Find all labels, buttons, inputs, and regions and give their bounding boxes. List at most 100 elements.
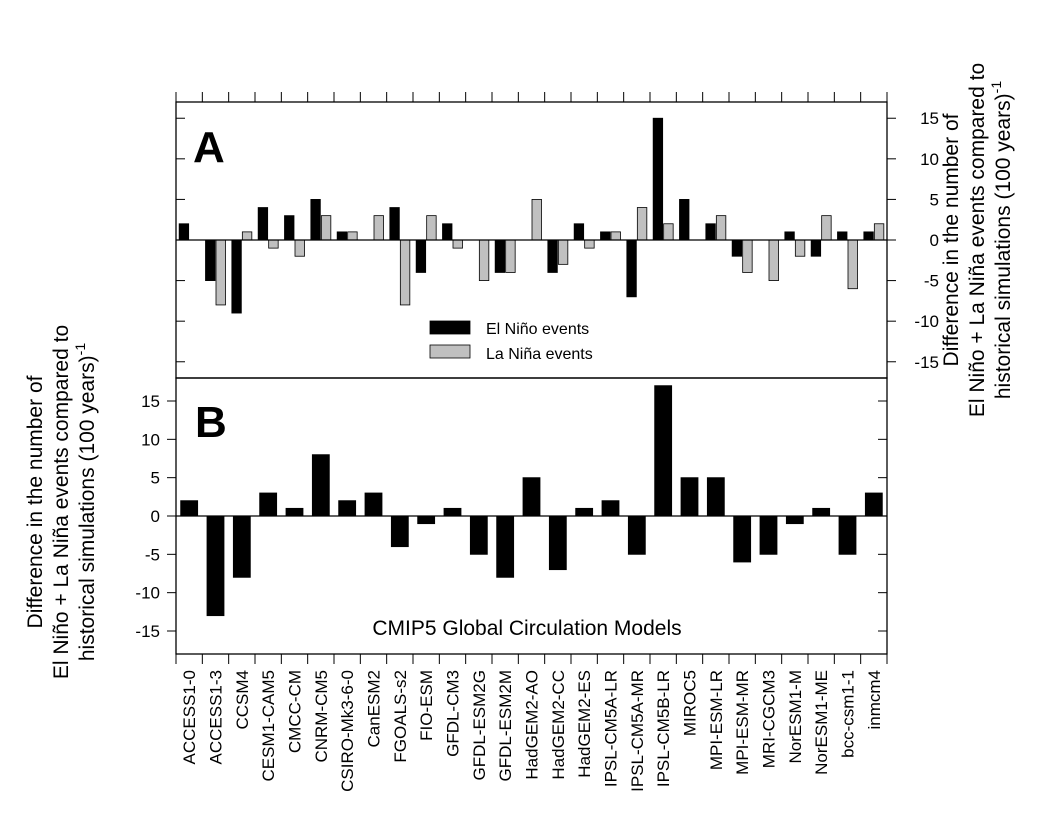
bar-a-la-ni-a-events-gfdl-esm2m — [505, 239, 516, 273]
bar-a-la-ni-a-events-gfdl-cm3 — [452, 239, 463, 249]
bar-b-ipsl-cm5a-lr — [601, 500, 620, 517]
x-tick-label-fio-esm: FIO-ESM — [417, 670, 436, 741]
bar-a-la-ni-a-events-bcc-csm1-1 — [847, 239, 858, 290]
bar-a-la-ni-a-events-access1-3 — [215, 239, 226, 306]
bar-b-cesm1-cam5 — [259, 492, 278, 517]
x-tick-label-ipsl-cm5b-lr: IPSL-CM5B-LR — [654, 670, 673, 787]
bar-a-la-ni-a-events-ccsm4 — [241, 231, 253, 241]
bar-a-el-ni-o-events-mpi-esm-lr — [705, 223, 716, 241]
bar-b-csiro-mk3-6-0 — [338, 500, 357, 517]
x-tick-label-csiro-mk3-6-0: CSIRO-Mk3-6-0 — [338, 670, 357, 792]
bar-b-noresm1-m — [785, 515, 804, 525]
x-tick-label-hadgem2-cc: HadGEM2-CC — [549, 670, 568, 780]
bar-b-noresm1-me — [812, 507, 831, 517]
panel-b-ytick-label: -10 — [135, 584, 160, 603]
x-tick-label-canesm2: CanESM2 — [365, 670, 384, 747]
bar-a-la-ni-a-events-hadgem2-cc — [557, 239, 569, 265]
bar-a-la-ni-a-events-ipsl-cm5a-lr — [610, 231, 621, 241]
bar-a-el-ni-o-events-cesm1-cam5 — [257, 207, 269, 241]
bar-a-el-ni-o-events-ccsm4 — [231, 239, 242, 314]
x-tick-label-gfdl-cm3: GFDL-CM3 — [444, 670, 463, 757]
bar-b-fio-esm — [417, 515, 436, 525]
bar-a-la-ni-a-events-ipsl-cm5b-lr — [663, 223, 674, 241]
panel-b-ytick-label: 5 — [151, 469, 160, 488]
x-tick-label-gfdl-esm2g: GFDL-ESM2G — [470, 670, 489, 781]
bar-a-la-ni-a-events-canesm2 — [373, 215, 384, 241]
bar-a-el-ni-o-events-fio-esm — [415, 239, 427, 273]
bar-b-ipsl-cm5b-lr — [654, 385, 673, 517]
bar-a-la-ni-a-events-noresm1-me — [821, 215, 832, 241]
bar-a-el-ni-o-events-access1-0 — [178, 223, 190, 241]
panel-b-annotation: CMIP5 Global Circulation Models — [372, 617, 681, 640]
panel-b-ticks: -15 -10 -5 0 5 10 15 — [135, 392, 888, 664]
panel-b-letter: B — [195, 398, 227, 447]
panel-a-ytick-label: 5 — [930, 190, 939, 209]
bar-a-la-ni-a-events-inmcm4 — [873, 223, 885, 241]
x-tick-label-cmcc-cm: CMCC-CM — [286, 670, 305, 753]
panel-a-bars — [176, 117, 887, 314]
bar-a-el-ni-o-events-inmcm4 — [863, 231, 874, 241]
bar-b-gfdl-cm3 — [443, 507, 462, 517]
bar-a-la-ni-a-events-cnrm-cm5 — [320, 215, 332, 241]
bar-a-el-ni-o-events-csiro-mk3-6-0 — [336, 231, 348, 241]
bar-b-hadgem2-cc — [548, 515, 567, 571]
x-tick-label-mpi-esm-mr: MPI-ESM-MR — [733, 670, 752, 775]
bar-a-el-ni-o-events-miroc5 — [679, 199, 690, 241]
bar-a-el-ni-o-events-access1-3 — [205, 239, 216, 281]
bar-a-el-ni-o-events-cmcc-cm — [284, 215, 295, 241]
panel-a-ticks: -15 -10 -5 0 5 10 15 — [175, 92, 939, 372]
panel-b-ytick-label: -15 — [135, 622, 160, 641]
bar-b-inmcm4 — [864, 492, 883, 517]
bar-a-el-ni-o-events-noresm1-me — [810, 239, 822, 257]
panel-a-ytick-label: -15 — [914, 353, 939, 372]
bar-b-mri-cgcm3 — [759, 515, 778, 555]
bar-a-la-ni-a-events-ipsl-cm5a-mr — [636, 207, 648, 241]
x-tick-label-cesm1-cam5: CESM1-CAM5 — [259, 670, 278, 781]
x-tick-label-miroc5: MIROC5 — [681, 670, 700, 736]
bar-a-la-ni-a-events-mpi-esm-lr — [715, 215, 727, 241]
panel-b-ytick-label: -5 — [145, 545, 160, 564]
panel-a-ytick-label: 15 — [920, 109, 939, 128]
bar-b-miroc5 — [680, 477, 699, 517]
bar-b-gfdl-esm2g — [469, 515, 488, 555]
bar-b-cnrm-cm5 — [311, 454, 330, 517]
bar-a-la-ni-a-events-csiro-mk3-6-0 — [347, 231, 358, 241]
x-tick-label-hadgem2-ao: HadGEM2-AO — [523, 670, 542, 780]
x-tick-label-hadgem2-es: HadGEM2-ES — [575, 670, 594, 778]
bar-a-el-ni-o-events-gfdl-esm2m — [494, 239, 506, 273]
bar-a-la-ni-a-events-cmcc-cm — [294, 239, 305, 257]
bar-a-la-ni-a-events-mpi-esm-mr — [742, 239, 753, 273]
bar-b-canesm2 — [364, 492, 383, 517]
bar-a-la-ni-a-events-mri-cgcm3 — [768, 239, 779, 281]
bar-a-el-ni-o-events-cnrm-cm5 — [310, 199, 321, 241]
y-axis-label-right: Difference in the number of El Niño + La … — [940, 63, 1015, 417]
panel-b: B -15 -10 -5 0 5 10 15 CMIP5 Global Circulatio… — [135, 377, 888, 664]
x-tick-label-inmcm4: inmcm4 — [865, 670, 884, 730]
legend-swatch-el-nino — [429, 320, 471, 335]
bar-a-el-ni-o-events-ipsl-cm5a-lr — [600, 231, 611, 241]
bar-a-el-ni-o-events-mpi-esm-mr — [731, 239, 743, 257]
panel-b-ytick-label: 15 — [141, 392, 160, 411]
bar-b-ipsl-cm5a-mr — [627, 515, 646, 555]
bar-b-hadgem2-ao — [522, 477, 541, 517]
bar-a-el-ni-o-events-ipsl-cm5b-lr — [652, 117, 664, 241]
bar-a-el-ni-o-events-gfdl-cm3 — [442, 223, 453, 241]
x-tick-label-gfdl-esm2m: GFDL-ESM2M — [496, 670, 515, 781]
panel-b-ytick-label: 10 — [141, 430, 160, 449]
bar-a-el-ni-o-events-hadgem2-es — [573, 223, 585, 241]
legend-label-el-nino: El Niño events — [486, 321, 589, 338]
bar-a-el-ni-o-events-ipsl-cm5a-mr — [626, 239, 637, 298]
bar-b-access1-0 — [180, 500, 199, 517]
panel-a: A -15 -10 -5 0 5 10 15 El Niño events La Niña … — [175, 92, 939, 379]
bar-a-la-ni-a-events-fgoals-s2 — [399, 239, 411, 306]
x-tick-label-access1-3: ACCESS1-3 — [207, 670, 226, 764]
panel-a-ytick-label: 0 — [930, 231, 939, 250]
bar-a-la-ni-a-events-cesm1-cam5 — [268, 239, 279, 249]
bar-b-mpi-esm-mr — [733, 515, 752, 563]
x-tick-labels: ACCESS1-0 ACCESS1-3 CCSM4 CESM1-CAM5 CMCC-CM… — [180, 670, 884, 792]
bar-a-el-ni-o-events-noresm1-m — [784, 231, 795, 241]
legend-swatch-la-nina — [429, 344, 471, 359]
bar-a-el-ni-o-events-fgoals-s2 — [389, 207, 400, 241]
legend-label-la-nina: La Niña events — [486, 346, 593, 363]
